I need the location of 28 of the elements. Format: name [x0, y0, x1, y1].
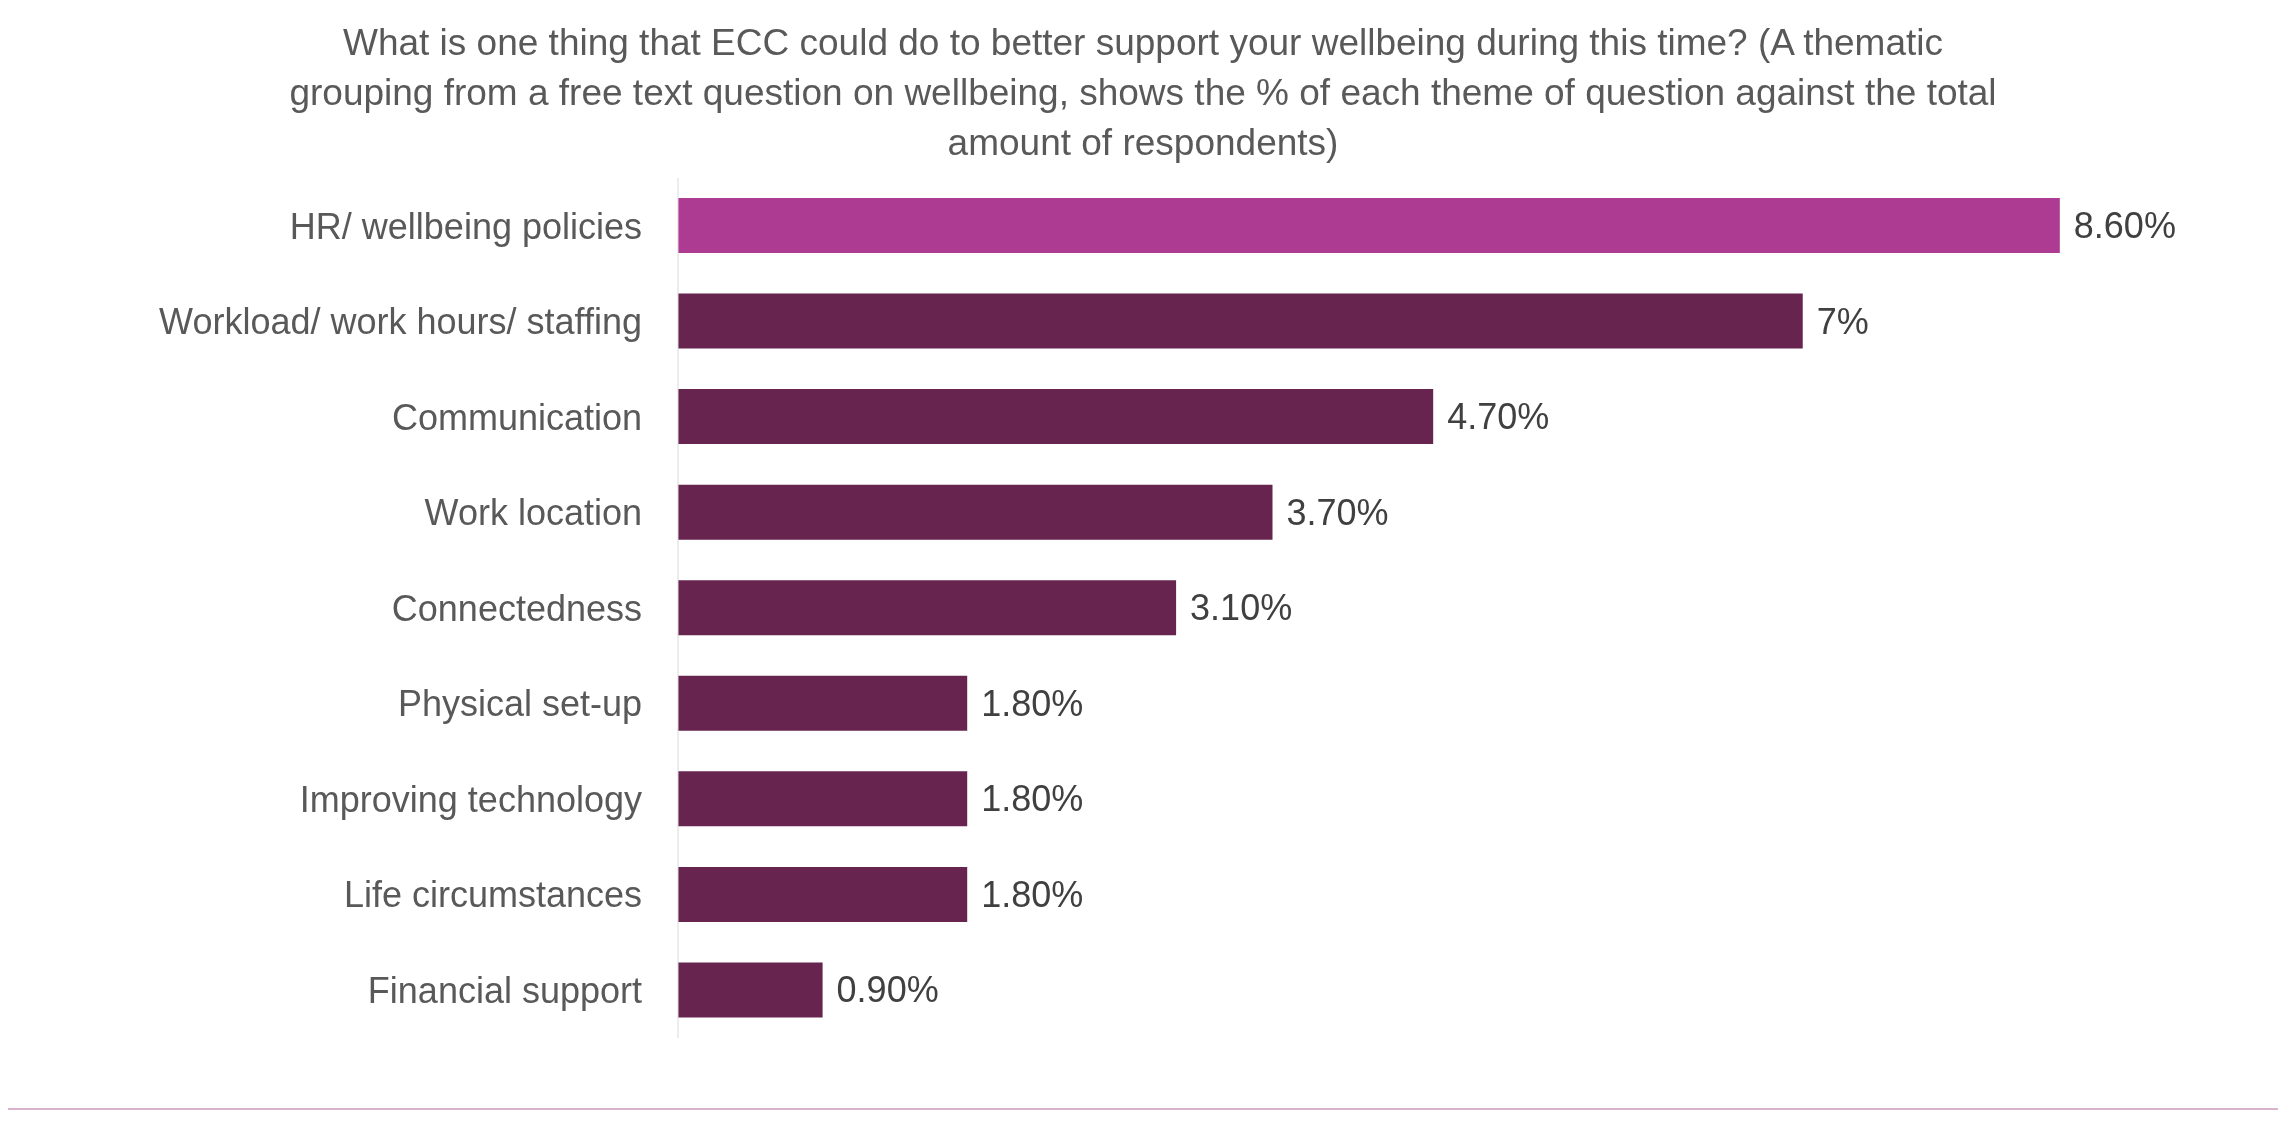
data-label: 3.10%	[1190, 587, 1293, 629]
data-label: 1.80%	[981, 682, 1084, 724]
y-tick-label: Financial support	[367, 970, 642, 1011]
data-label: 1.80%	[981, 873, 1084, 915]
data-label: 0.90%	[836, 969, 939, 1011]
bar	[678, 675, 968, 731]
data-label: 4.70%	[1447, 396, 1550, 438]
data-label: 7%	[1816, 300, 1869, 342]
y-tick-label: Work location	[424, 492, 642, 534]
y-tick-label: HR/ wellbeing policies	[289, 205, 642, 247]
data-label: 1.80%	[981, 778, 1084, 820]
y-tick-label: Improving technology	[299, 778, 642, 820]
chart-title: What is one thing that ECC could do to better support your wellbeing during this time? (A thematic grouping from a free text question on wellbeing, shows the % of each theme of question against the total amount of respondents)	[288, 21, 1998, 165]
y-tick-label: Connectedness	[391, 587, 642, 629]
bar	[678, 771, 968, 827]
bar	[678, 484, 1273, 540]
bar	[678, 198, 2060, 253]
bar	[678, 580, 1177, 636]
bar	[678, 962, 823, 1018]
data-label: 8.60%	[2073, 205, 2176, 246]
y-tick-label: Communication	[391, 396, 642, 438]
bar	[678, 293, 1803, 349]
y-tick-label: Workload/ work hours/ staffing	[159, 301, 642, 343]
bar	[678, 389, 1434, 445]
data-label: 3.70%	[1286, 491, 1389, 533]
bar	[678, 866, 968, 922]
y-tick-label: Life circumstances	[343, 874, 642, 916]
y-tick-label: Physical set-up	[397, 683, 642, 725]
